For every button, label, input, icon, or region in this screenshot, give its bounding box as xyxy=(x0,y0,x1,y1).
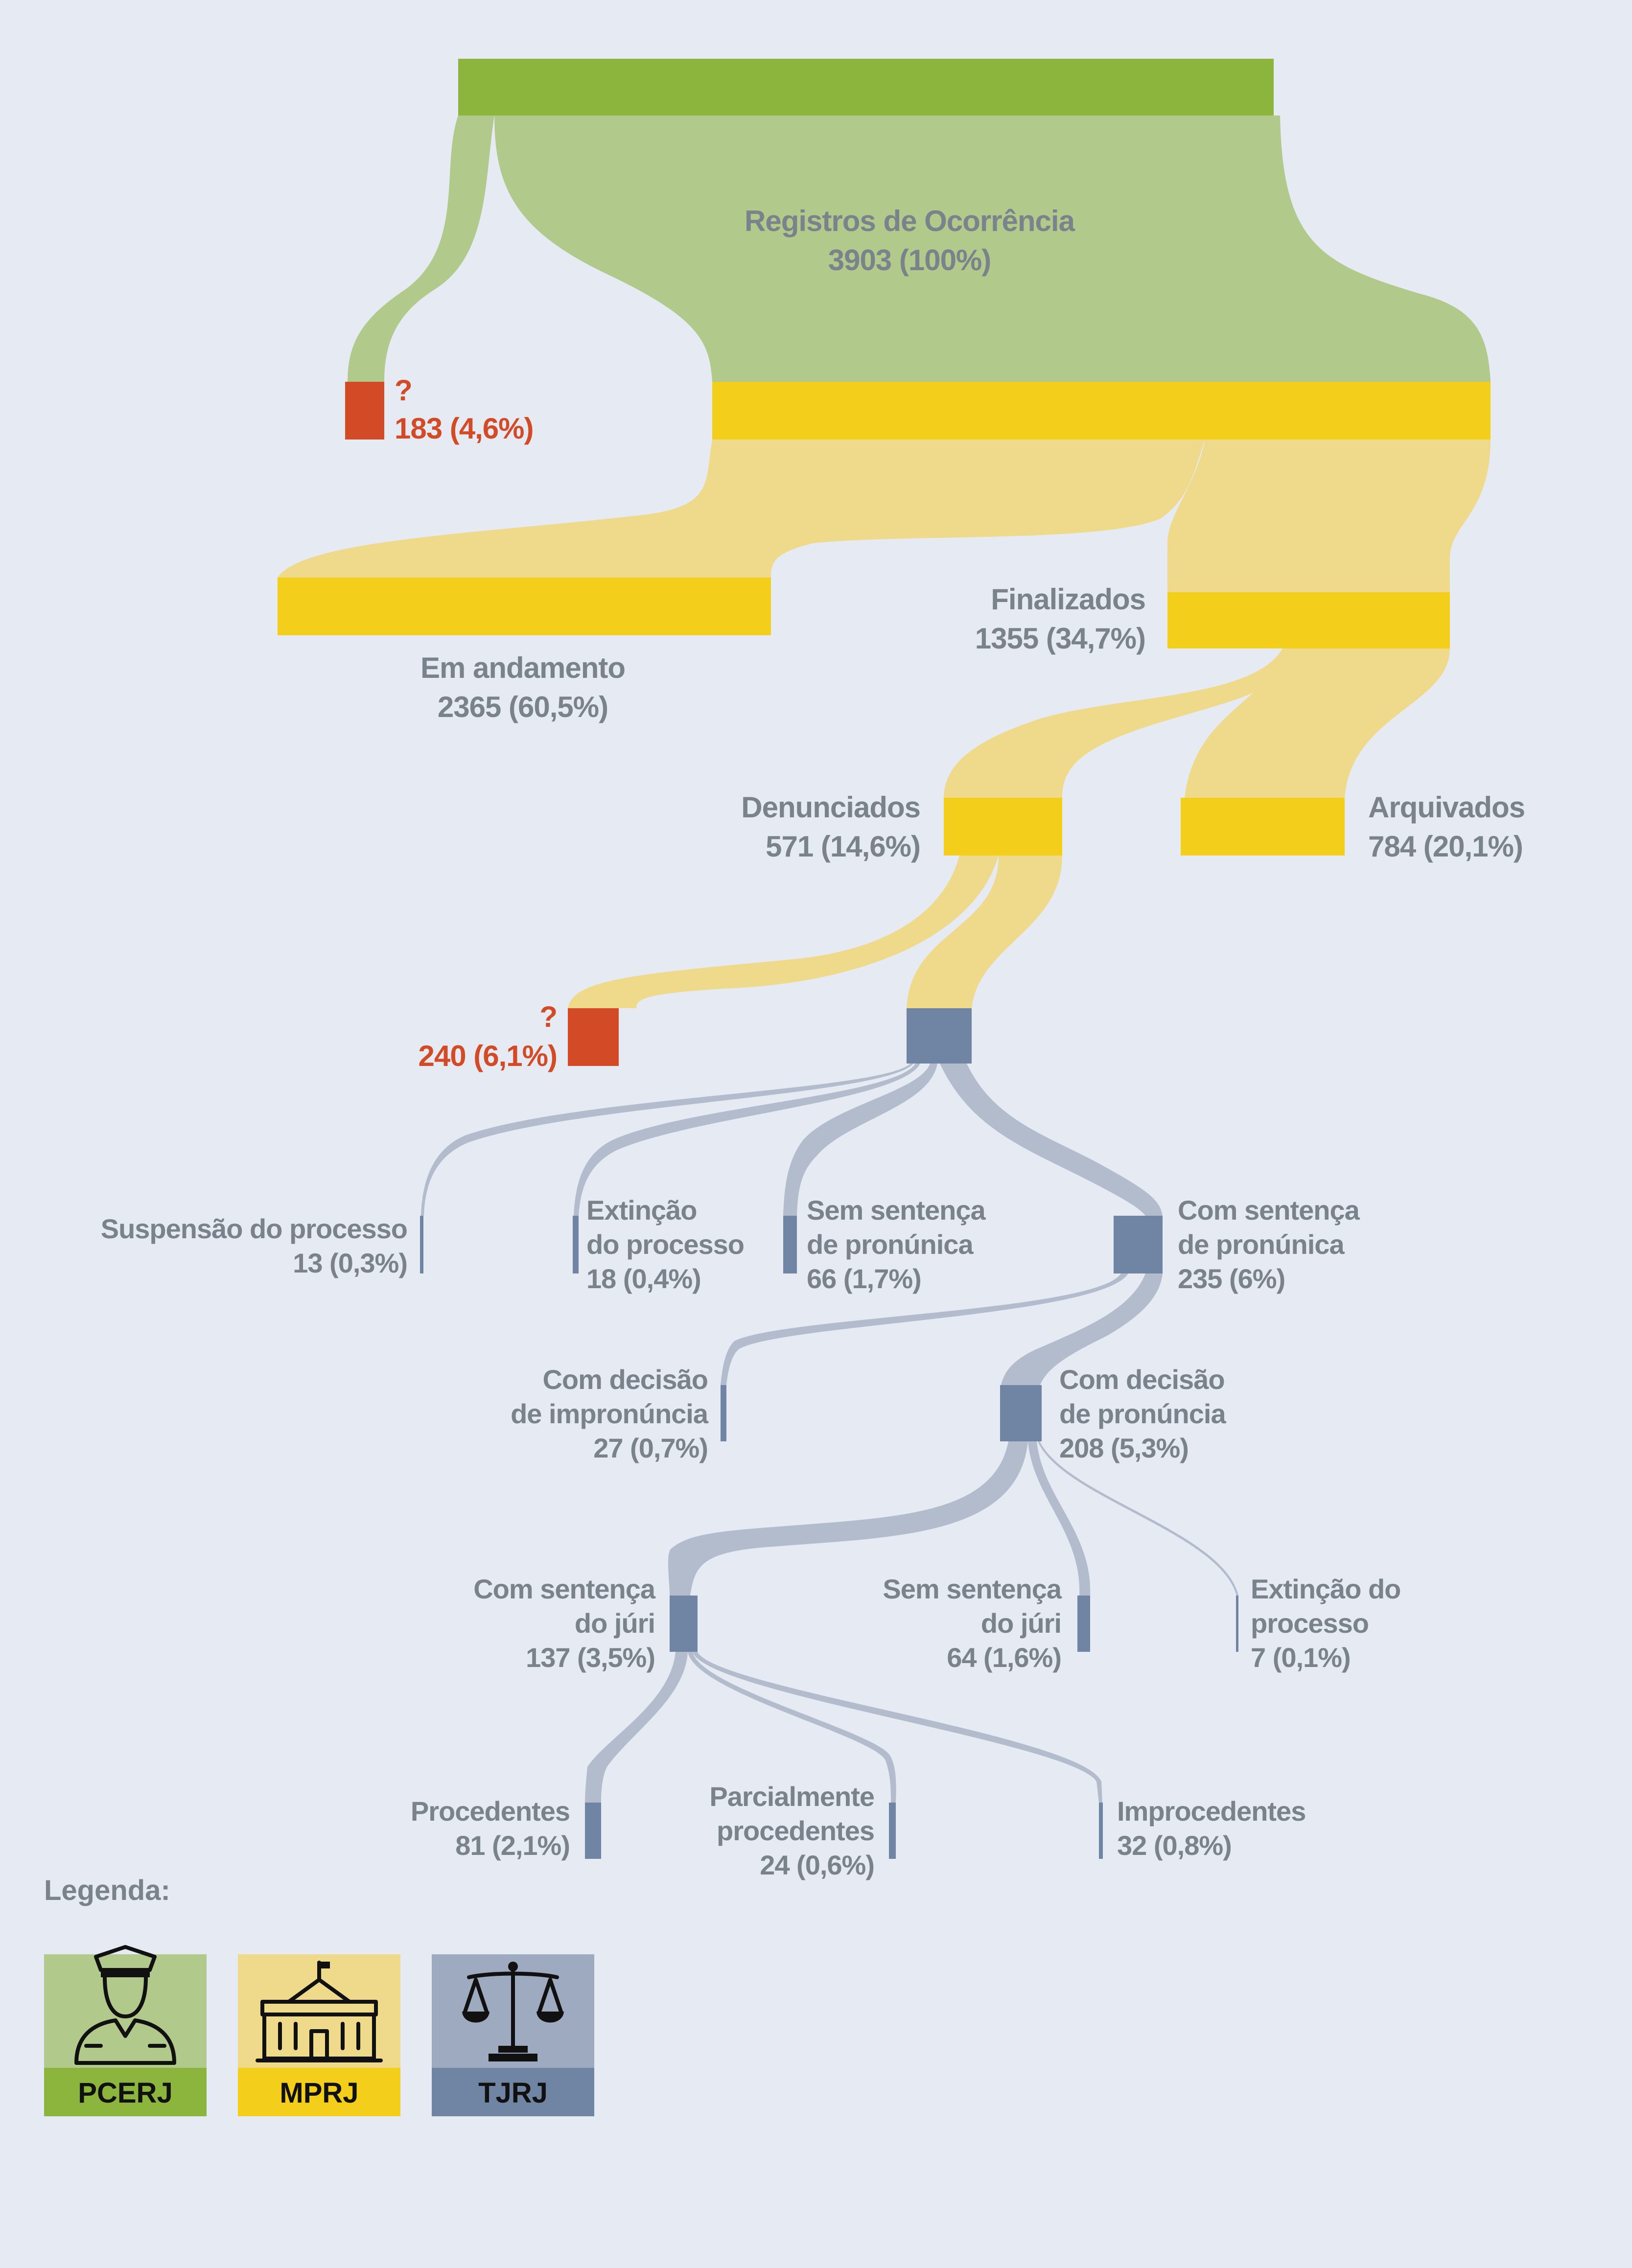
node-unknown-mprj xyxy=(568,1008,619,1066)
node-registros-ocorrencia xyxy=(458,59,1274,116)
label-extincao-1-line2: do processo xyxy=(586,1229,744,1260)
label-decisao-pronuncia-value: 208 (5,3%) xyxy=(1059,1433,1189,1463)
legend-label-tjrj: TJRJ xyxy=(478,2077,548,2109)
label-sem-sentenca-pronuncia-line2: de pronúnica xyxy=(807,1229,974,1260)
label-unknown-mprj-value: 240 (6,1%) xyxy=(419,1040,558,1072)
node-finalizados xyxy=(1167,592,1450,648)
flow-denunciados-to-tjrj xyxy=(907,856,1062,1008)
legend: Legenda: PCERJ xyxy=(44,1875,594,2116)
label-denunciados-title: Denunciados xyxy=(741,791,920,824)
label-unknown-mprj-title: ? xyxy=(539,1000,557,1033)
node-unknown-pcerj xyxy=(345,382,384,440)
label-extincao-1-value: 18 (0,4%) xyxy=(586,1263,701,1294)
flow-finalizados-to-arquivados xyxy=(1185,648,1450,798)
flow-tjrj-to-sem-sentenca xyxy=(783,1064,937,1216)
flow-sentenca-pronuncia-to-impronuncia xyxy=(721,1273,1128,1385)
flow-mprj-to-em-andamento xyxy=(278,440,1205,578)
label-decisao-pronuncia-line2: de pronúncia xyxy=(1059,1398,1226,1429)
label-finalizados-title: Finalizados xyxy=(991,583,1145,616)
node-impronuncia xyxy=(721,1385,726,1441)
node-procedentes xyxy=(585,1803,601,1859)
label-arquivados-title: Arquivados xyxy=(1368,791,1525,824)
flow-juri-to-parcialmente xyxy=(688,1652,896,1803)
node-decisao-pronuncia xyxy=(1000,1385,1042,1441)
label-finalizados-value: 1355 (34,7%) xyxy=(975,622,1145,655)
flow-registros-to-mprj xyxy=(494,116,1491,382)
label-registros-title: Registros de Ocorrência xyxy=(745,205,1075,237)
node-tjrj-entry xyxy=(907,1008,972,1064)
label-impronuncia-line2: de impronúncia xyxy=(511,1398,709,1429)
label-parcialmente-value: 24 (0,6%) xyxy=(760,1850,874,1880)
label-procedentes-title: Procedentes xyxy=(411,1796,570,1827)
flow-sentenca-pronuncia-to-decisao xyxy=(1001,1273,1163,1385)
label-sentenca-juri-line1: Com sentença xyxy=(473,1574,656,1604)
node-extincao-1 xyxy=(573,1216,579,1273)
flow-juri-to-procedentes xyxy=(585,1652,688,1803)
node-em-andamento xyxy=(278,578,771,635)
node-improcedentes xyxy=(1099,1803,1103,1859)
flow-juri-to-improcedentes xyxy=(693,1652,1102,1803)
label-suspensao-value: 13 (0,3%) xyxy=(293,1248,407,1278)
label-parcialmente-line2: procedentes xyxy=(717,1815,874,1846)
label-impronuncia-value: 27 (0,7%) xyxy=(593,1433,708,1463)
node-parcialmente xyxy=(889,1803,896,1859)
node-extincao-2 xyxy=(1236,1596,1238,1652)
courthouse-building-icon xyxy=(256,1961,383,2062)
flow-tjrj-to-com-sentenca-pronuncia xyxy=(940,1064,1163,1216)
label-arquivados-value: 784 (20,1%) xyxy=(1368,830,1523,863)
flow-denunciados-to-unknown xyxy=(568,856,999,1008)
label-extincao-2-value: 7 (0,1%) xyxy=(1251,1642,1351,1673)
label-registros-value: 3903 (100%) xyxy=(828,244,991,277)
scales-of-justice-icon xyxy=(462,1962,564,2061)
flow-registros-to-unknown xyxy=(348,116,494,382)
node-arquivados xyxy=(1181,798,1345,856)
label-em-andamento-value: 2365 (60,5%) xyxy=(438,691,608,723)
label-extincao-2-line2: processo xyxy=(1251,1608,1369,1639)
legend-item-tjrj: TJRJ xyxy=(432,1954,594,2116)
label-sem-sentenca-pronuncia-value: 66 (1,7%) xyxy=(807,1263,921,1294)
label-extincao-1-line1: Extinção xyxy=(586,1195,697,1226)
flow-decisao-to-sem-sentenca-juri xyxy=(1028,1441,1091,1596)
node-sem-sentenca-pronuncia xyxy=(783,1216,797,1273)
legend-label-pcerj: PCERJ xyxy=(78,2077,172,2109)
label-sem-sentenca-juri-value: 64 (1,6%) xyxy=(947,1642,1061,1673)
label-em-andamento-title: Em andamento xyxy=(420,651,625,684)
label-decisao-pronuncia-line1: Com decisão xyxy=(1059,1364,1225,1395)
label-improcedentes-title: Improcedentes xyxy=(1117,1796,1306,1827)
legend-item-pcerj: PCERJ xyxy=(44,1945,207,2116)
label-unknown-pcerj-title: ? xyxy=(395,374,412,407)
label-procedentes-value: 81 (2,1%) xyxy=(455,1830,570,1861)
node-sem-sentenca-juri xyxy=(1077,1596,1090,1652)
label-sem-sentenca-juri-line2: do júri xyxy=(981,1608,1061,1639)
flow-mprj-to-finalizados xyxy=(1167,440,1491,592)
node-com-sentenca-pronuncia xyxy=(1114,1216,1163,1273)
label-denunciados-value: 571 (14,6%) xyxy=(766,830,920,863)
label-com-sentenca-pronuncia-line1: Com sentença xyxy=(1178,1195,1360,1226)
label-com-sentenca-pronuncia-line2: de pronúnica xyxy=(1178,1229,1345,1260)
node-denunciados xyxy=(944,798,1062,856)
flow-decisao-to-sentenca-juri xyxy=(668,1441,1028,1596)
label-impronuncia-line1: Com decisão xyxy=(542,1364,708,1395)
label-sentenca-juri-line2: do júri xyxy=(575,1608,655,1639)
legend-title: Legenda: xyxy=(44,1875,170,1906)
label-sem-sentenca-pronuncia-line1: Sem sentença xyxy=(807,1195,986,1226)
label-com-sentenca-pronuncia-value: 235 (6%) xyxy=(1178,1263,1285,1294)
label-sem-sentenca-juri-line1: Sem sentença xyxy=(883,1574,1062,1604)
police-officer-icon xyxy=(74,1945,176,2065)
flow-finalizados-to-denunciados xyxy=(944,648,1287,798)
flow-tjrj-to-suspensao xyxy=(421,1064,913,1216)
node-sentenca-juri xyxy=(670,1596,698,1652)
legend-item-mprj: MPRJ xyxy=(238,1954,400,2116)
label-suspensao-title: Suspensão do processo xyxy=(101,1213,407,1244)
label-extincao-2-line1: Extinção do xyxy=(1251,1574,1400,1604)
label-unknown-pcerj-value: 183 (4,6%) xyxy=(395,412,534,445)
flow-tjrj-to-extincao xyxy=(574,1064,920,1216)
node-suspensao xyxy=(420,1216,423,1273)
legend-label-mprj: MPRJ xyxy=(280,2077,358,2109)
node-mprj-entry xyxy=(712,382,1491,440)
label-sentenca-juri-value: 137 (3,5%) xyxy=(526,1642,655,1673)
label-parcialmente-line1: Parcialmente xyxy=(709,1781,874,1812)
label-improcedentes-value: 32 (0,8%) xyxy=(1117,1830,1232,1861)
